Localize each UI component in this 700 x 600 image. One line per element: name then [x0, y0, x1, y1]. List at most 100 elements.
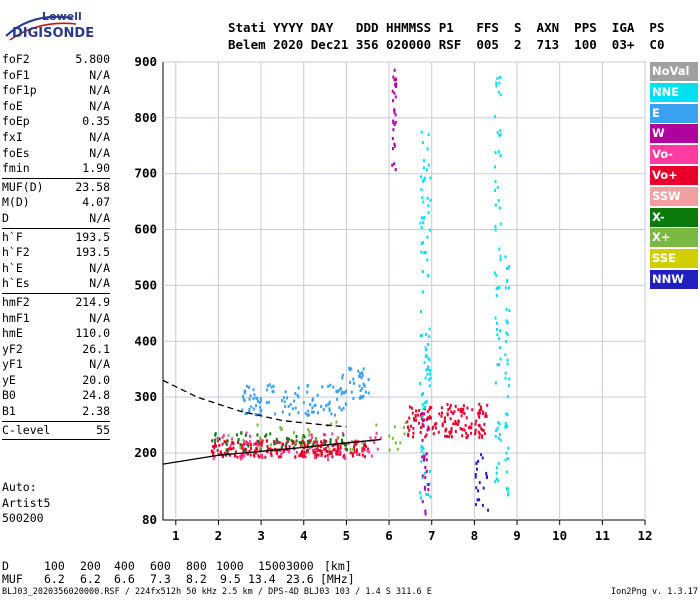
- echo-point: [499, 357, 502, 361]
- echo-point: [419, 334, 422, 338]
- echo-point: [258, 413, 261, 417]
- echo-point: [493, 165, 496, 169]
- echo-point: [221, 435, 224, 439]
- echo-point: [428, 358, 431, 362]
- echo-point: [266, 450, 269, 454]
- echo-point: [312, 442, 315, 446]
- echo-point: [392, 128, 395, 132]
- echo-point: [474, 473, 477, 477]
- y-tick-label: 200: [134, 445, 157, 460]
- echo-point: [483, 422, 486, 426]
- table-cell: [km]: [324, 559, 352, 573]
- legend-entry-vo-: Vo+: [650, 165, 698, 185]
- echo-point: [310, 433, 313, 437]
- echo-point: [379, 436, 382, 440]
- table-cell: 100: [44, 559, 65, 573]
- param-name: fmin: [2, 161, 30, 176]
- echo-point: [252, 388, 255, 392]
- echo-point: [342, 433, 345, 437]
- echo-point: [429, 368, 432, 372]
- echo-point: [420, 225, 423, 229]
- echo-point: [273, 442, 276, 446]
- echo-point: [219, 451, 222, 455]
- echo-point: [474, 503, 477, 507]
- echo-point: [301, 455, 304, 459]
- echo-point: [340, 392, 343, 396]
- echo-point: [505, 423, 508, 427]
- echo-point: [280, 398, 283, 402]
- echo-point: [446, 413, 449, 417]
- echo-point: [440, 406, 443, 410]
- echo-point: [425, 433, 428, 437]
- echo-point: [423, 405, 426, 409]
- echo-point: [426, 274, 429, 278]
- echo-point: [345, 389, 348, 393]
- echo-point: [287, 437, 290, 441]
- y-tick-label: 600: [134, 222, 157, 237]
- echo-point: [299, 452, 302, 456]
- echo-point: [270, 453, 273, 457]
- echo-point: [276, 440, 279, 444]
- echo-point: [427, 425, 430, 429]
- echo-point: [303, 441, 306, 445]
- echo-point: [470, 426, 473, 430]
- echo-point: [494, 203, 497, 207]
- param-value: N/A: [89, 145, 110, 160]
- echo-point: [423, 485, 426, 489]
- echo-point: [420, 449, 423, 453]
- echo-point: [327, 402, 330, 406]
- echo-point: [233, 454, 236, 458]
- echo-point: [337, 389, 340, 393]
- echo-point: [426, 416, 429, 420]
- echo-point: [427, 163, 430, 167]
- echo-point: [297, 411, 300, 415]
- echo-point: [421, 455, 424, 459]
- param-row: foF1p N/A: [2, 83, 110, 99]
- echo-point: [507, 267, 510, 271]
- echo-point: [325, 449, 328, 453]
- echo-point: [485, 471, 488, 475]
- echo-point: [391, 436, 394, 440]
- echo-point: [418, 491, 421, 495]
- echo-point: [496, 185, 499, 189]
- echo-point: [219, 450, 222, 454]
- echo-point: [245, 440, 248, 444]
- echo-point: [314, 447, 317, 451]
- echo-point: [307, 450, 310, 454]
- echo-point: [485, 414, 488, 418]
- echo-point: [324, 433, 327, 437]
- echo-point: [243, 391, 246, 395]
- param-row: foF2 5.800: [2, 52, 110, 68]
- echo-point: [265, 439, 268, 443]
- echo-point: [498, 247, 501, 251]
- echo-point: [497, 436, 500, 440]
- echo-point: [362, 382, 365, 386]
- echo-point: [338, 406, 341, 410]
- echo-point: [355, 450, 358, 454]
- echo-point: [424, 346, 427, 350]
- echo-point: [367, 378, 370, 382]
- echo-point: [308, 433, 311, 437]
- echo-point: [505, 340, 508, 344]
- echo-point: [422, 392, 425, 396]
- echo-point: [441, 424, 444, 428]
- echo-point: [253, 393, 256, 397]
- echo-point: [394, 441, 397, 445]
- echo-point: [494, 225, 497, 229]
- echo-point: [461, 434, 464, 438]
- echo-point: [274, 412, 277, 416]
- echo-point: [333, 447, 336, 451]
- echo-point: [260, 399, 263, 403]
- echo-point: [302, 401, 305, 405]
- echo-point: [420, 216, 423, 220]
- echo-point: [421, 290, 424, 294]
- echo-point: [495, 84, 498, 88]
- echo-point: [477, 489, 480, 493]
- echo-point: [288, 445, 291, 449]
- echo-point: [212, 445, 215, 449]
- echo-point: [292, 431, 295, 435]
- echo-point: [478, 424, 481, 428]
- echo-point: [339, 387, 342, 391]
- echo-point: [231, 441, 234, 445]
